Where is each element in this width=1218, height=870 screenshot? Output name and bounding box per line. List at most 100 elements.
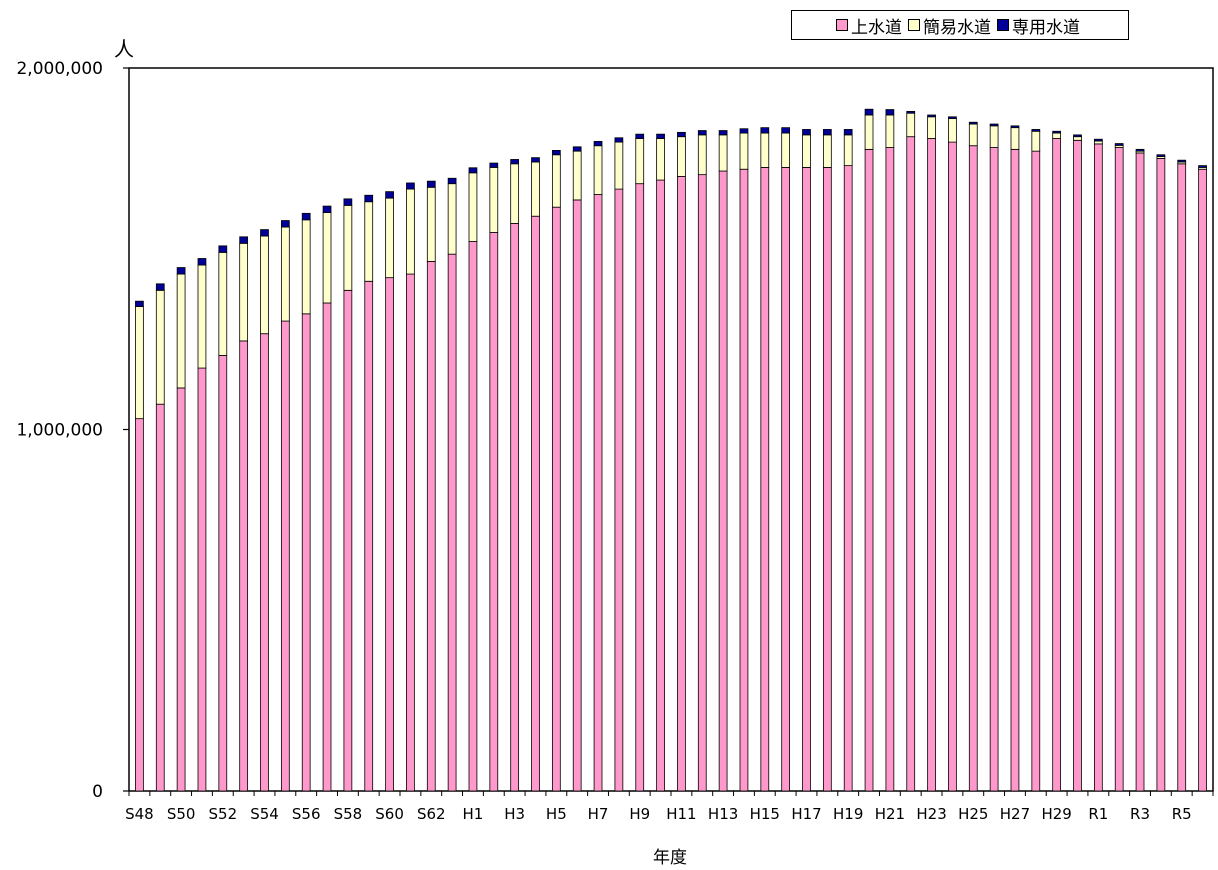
x-tick-label: S54 xyxy=(250,805,279,823)
bar-segment xyxy=(948,116,957,120)
bar-segment xyxy=(885,147,895,792)
bar-segment xyxy=(364,280,374,792)
x-tick-label: H21 xyxy=(875,805,905,823)
x-tick-label: H9 xyxy=(629,805,650,823)
x-tick-label: S52 xyxy=(209,805,238,823)
bar-segment xyxy=(343,289,353,792)
bar-segment xyxy=(843,165,853,792)
bar-segment xyxy=(551,150,561,156)
bar-segment xyxy=(718,170,728,792)
y-tick-label: 1,000,000 xyxy=(16,421,103,441)
legend-label: 上水道 xyxy=(851,17,902,38)
bar-segment xyxy=(218,354,228,792)
bar-segment xyxy=(822,134,832,168)
x-tick-label: S48 xyxy=(125,805,154,823)
bar-segment xyxy=(1031,129,1041,132)
bar-segment xyxy=(385,197,394,279)
bar-segment xyxy=(968,145,978,792)
bar-segment xyxy=(1031,130,1041,152)
bar-segment xyxy=(802,129,811,136)
bar-segment xyxy=(531,157,540,163)
bar-segment xyxy=(364,194,374,203)
bar-segment xyxy=(656,179,665,792)
bar-segment xyxy=(1093,140,1103,145)
x-tick-label: H11 xyxy=(666,805,696,823)
bar-segment xyxy=(1177,163,1187,792)
bar-segment xyxy=(1052,138,1062,792)
bar-segment xyxy=(1031,150,1041,792)
bar-segment xyxy=(1010,125,1020,129)
bar-segment xyxy=(718,130,728,136)
bar-segment xyxy=(1198,168,1207,792)
bar-segment xyxy=(1114,143,1124,146)
bar-segment xyxy=(1052,130,1062,134)
bar-segment xyxy=(176,267,186,275)
legend-item: 上水道 xyxy=(836,13,902,38)
x-tick-label: R3 xyxy=(1130,805,1150,823)
bar-segment xyxy=(468,172,478,242)
x-tick-label: R5 xyxy=(1172,805,1192,823)
bar-segment xyxy=(135,306,144,420)
x-tick-label: H23 xyxy=(916,805,946,823)
x-tick-label: S50 xyxy=(167,805,196,823)
bar-segment xyxy=(406,273,415,792)
bar-segment xyxy=(1073,136,1082,141)
plot-area xyxy=(128,67,1214,792)
bar-segment xyxy=(155,289,165,405)
bar-segment xyxy=(635,133,645,139)
bar-segment xyxy=(447,253,457,792)
bar-segment xyxy=(760,167,770,792)
bar-segment xyxy=(989,123,999,127)
bar-segment xyxy=(989,147,999,792)
bar-segment xyxy=(614,141,624,190)
bars-group xyxy=(135,108,1207,792)
bar-segment xyxy=(239,242,249,342)
bar-segment xyxy=(1135,148,1145,152)
bar-segment xyxy=(656,133,665,139)
bar-segment xyxy=(593,140,603,147)
y-tick-label: 2,000,000 xyxy=(16,59,103,79)
bar-segment xyxy=(176,273,186,389)
bar-segment xyxy=(781,127,791,134)
bar-segment xyxy=(301,313,311,792)
x-tick-label: H13 xyxy=(708,805,738,823)
bar-segment xyxy=(906,112,916,138)
bar-segment xyxy=(1093,143,1103,792)
bar-segment xyxy=(843,129,853,136)
bar-segment xyxy=(426,260,436,792)
bar-segment xyxy=(802,134,811,168)
bar-segment xyxy=(989,125,999,148)
x-tick-label: H5 xyxy=(546,805,567,823)
bar-segment xyxy=(551,154,561,208)
bar-segment xyxy=(155,403,165,792)
legend: 上水道 簡易水道 専用水道 xyxy=(791,10,1129,40)
legend-swatch xyxy=(836,19,848,31)
bar-segment xyxy=(906,110,916,114)
x-tick-label: H25 xyxy=(958,805,988,823)
bar-segment xyxy=(301,219,311,315)
x-tick-label: H1 xyxy=(463,805,484,823)
bar-segment xyxy=(927,114,936,118)
bar-segment xyxy=(176,387,186,792)
bar-segment xyxy=(822,167,832,792)
bar-segment xyxy=(385,277,394,792)
bar-segment xyxy=(948,118,957,143)
bar-segment xyxy=(489,167,499,233)
bar-segment xyxy=(280,320,290,792)
plot-border xyxy=(128,67,1214,792)
bar-segment xyxy=(531,215,540,792)
x-tick-label: S58 xyxy=(334,805,363,823)
bar-segment xyxy=(322,212,332,304)
bar-segment xyxy=(447,183,457,255)
x-tick-label: H19 xyxy=(833,805,863,823)
bar-segment xyxy=(1073,134,1082,138)
legend-item: 簡易水道 xyxy=(908,13,991,38)
bar-segment xyxy=(218,251,228,356)
bar-segment xyxy=(614,188,624,792)
bar-segment xyxy=(468,241,478,792)
x-tick-label: H17 xyxy=(791,805,821,823)
x-tick-label: H7 xyxy=(588,805,609,823)
bar-segment xyxy=(572,199,582,792)
bar-segment xyxy=(489,232,499,792)
